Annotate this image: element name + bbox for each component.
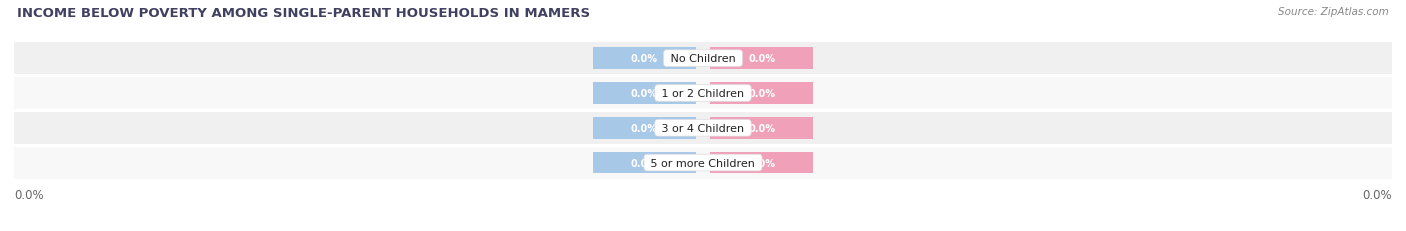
Text: 0.0%: 0.0% [1362,188,1392,201]
Text: 0.0%: 0.0% [748,88,775,99]
Bar [710,152,813,174]
Bar [710,83,813,104]
Text: 0.0%: 0.0% [631,88,658,99]
Bar [14,78,1392,109]
Bar [593,152,696,174]
Text: 0.0%: 0.0% [748,158,775,168]
Text: 0.0%: 0.0% [748,54,775,64]
Bar [14,112,1392,144]
Bar [593,48,696,70]
Text: 0.0%: 0.0% [748,123,775,133]
Text: INCOME BELOW POVERTY AMONG SINGLE-PARENT HOUSEHOLDS IN MAMERS: INCOME BELOW POVERTY AMONG SINGLE-PARENT… [17,7,591,20]
Text: 5 or more Children: 5 or more Children [647,158,759,168]
Bar [710,118,813,139]
Text: No Children: No Children [666,54,740,64]
Bar [14,43,1392,75]
Text: 0.0%: 0.0% [631,54,658,64]
Bar [593,83,696,104]
Text: 0.0%: 0.0% [631,123,658,133]
Text: 0.0%: 0.0% [631,158,658,168]
Text: Source: ZipAtlas.com: Source: ZipAtlas.com [1278,7,1389,17]
Bar [710,48,813,70]
Text: 0.0%: 0.0% [14,188,44,201]
Text: 1 or 2 Children: 1 or 2 Children [658,88,748,99]
Bar [14,147,1392,179]
Text: 3 or 4 Children: 3 or 4 Children [658,123,748,133]
Bar [593,118,696,139]
